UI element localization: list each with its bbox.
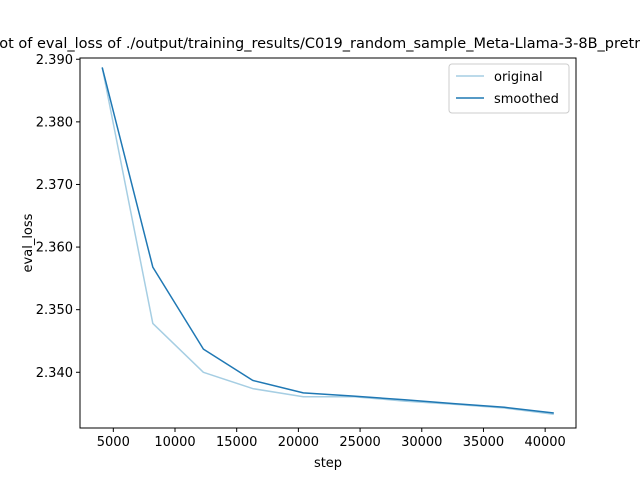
- x-tick-label: 35000: [463, 435, 504, 450]
- x-tick-label: 30000: [401, 435, 442, 450]
- x-axis-ticks: 5000 10000 15000 20000 25000 30000 35000 40000: [97, 428, 566, 450]
- plot-frame: [79, 57, 577, 429]
- chart-title: Plot of eval_loss of ./output/training_r…: [0, 36, 640, 52]
- y-tick-label: 2.380: [36, 115, 73, 130]
- legend-label-original: original: [494, 70, 543, 85]
- x-tick-label: 40000: [524, 435, 565, 450]
- legend: original smoothed: [448, 63, 570, 114]
- y-tick-label: 2.340: [36, 366, 73, 381]
- y-tick-label: 2.360: [36, 241, 73, 256]
- x-tick-label: 15000: [216, 435, 257, 450]
- series-layer: [101, 67, 554, 415]
- legend-label-smoothed: smoothed: [494, 92, 559, 107]
- x-axis-label: step: [314, 456, 342, 471]
- y-tick-label: 2.370: [36, 178, 73, 193]
- x-tick-label: 20000: [278, 435, 319, 450]
- x-tick-label: 10000: [154, 435, 195, 450]
- y-tick-label: 2.350: [36, 303, 73, 318]
- x-tick-label: 5000: [97, 435, 130, 450]
- y-axis-label: eval_loss: [21, 213, 36, 272]
- y-axis-ticks: 2.340 2.350 2.360 2.370 2.380 2.390: [36, 53, 80, 381]
- y-tick-label: 2.390: [36, 53, 73, 68]
- x-tick-label: 25000: [339, 435, 380, 450]
- series-line-smoothed: [101, 67, 554, 414]
